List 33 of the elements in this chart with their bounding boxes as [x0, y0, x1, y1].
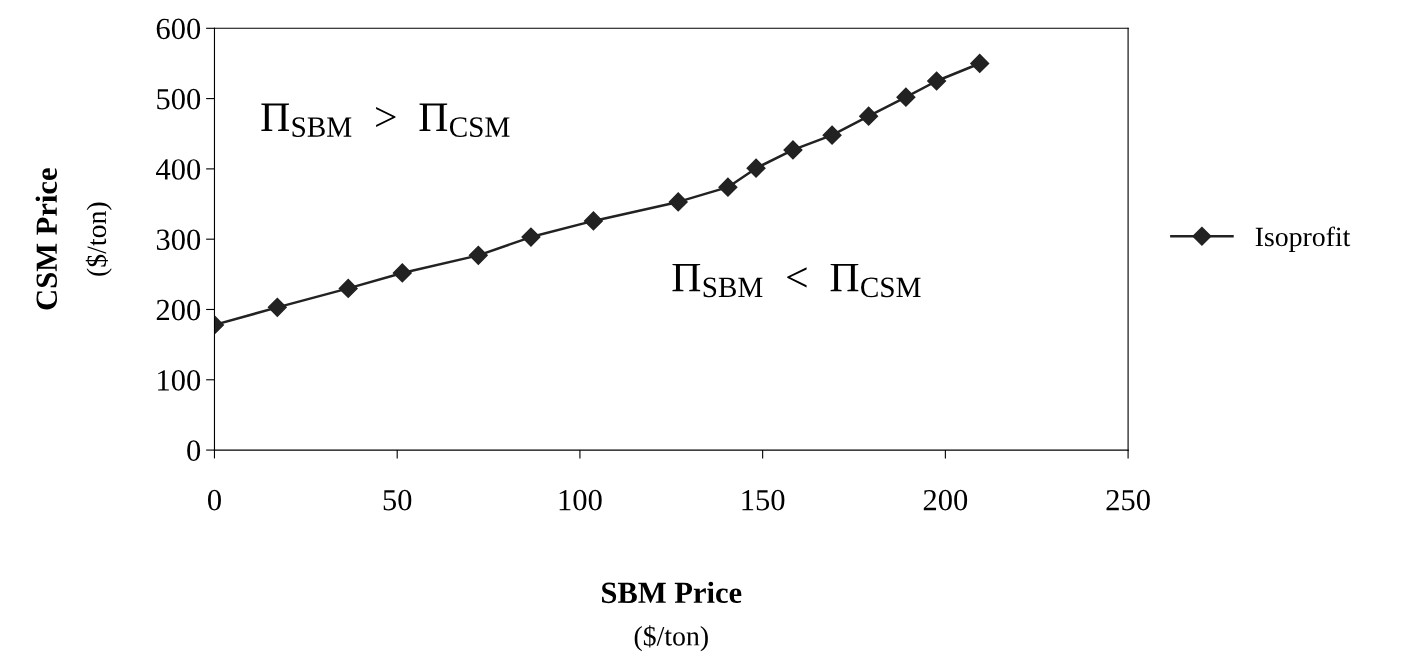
point: [822, 125, 842, 145]
point: [718, 177, 738, 197]
x-tick-label: 0: [208, 489, 221, 511]
point: [267, 297, 287, 317]
point: [583, 211, 603, 231]
point: [668, 192, 688, 212]
point: [392, 263, 412, 283]
point: [746, 158, 766, 178]
x-tick-label: 100: [559, 489, 602, 511]
point: [521, 227, 541, 247]
legend-label: Isoprofit: [1255, 226, 1351, 252]
x-axis-title: SBM Price ($/ton): [602, 581, 742, 652]
point: [927, 71, 947, 91]
y-tick-label: 100: [158, 370, 201, 391]
annotation: Π$_{SBM}$ > Π$_{CSM}$: [261, 103, 510, 137]
annotation: Π$_{SBM}$ < Π$_{CSM}$: [672, 263, 921, 298]
y-tick-label: 200: [156, 299, 201, 321]
point: [896, 87, 916, 107]
x-tick-label: 150: [742, 489, 785, 511]
point: [970, 53, 990, 73]
y-tick-label: 600: [156, 18, 201, 40]
x-tick-label: 50: [383, 489, 412, 511]
point: [783, 140, 803, 160]
point: [468, 245, 488, 265]
y-tick-label: 400: [156, 159, 201, 180]
point: [338, 278, 358, 298]
x-tick-label: 200: [923, 489, 968, 511]
y-tick-label: 0: [187, 440, 201, 461]
y-tick-label: 300: [156, 229, 201, 251]
y-axis-title: CSM Price ($/ton): [35, 168, 112, 310]
y-tick-label: 500: [157, 88, 201, 110]
x-tick-label: 250: [1106, 489, 1150, 511]
point: [859, 106, 879, 126]
